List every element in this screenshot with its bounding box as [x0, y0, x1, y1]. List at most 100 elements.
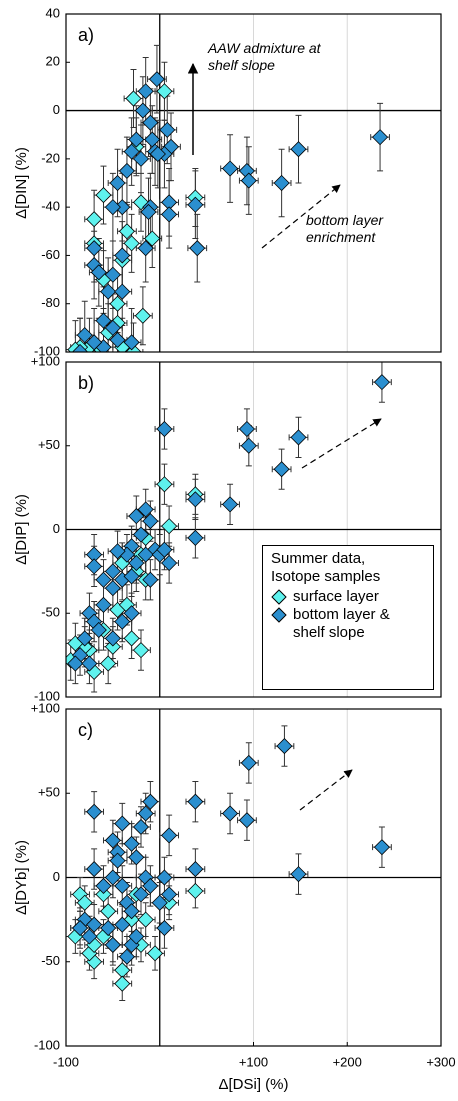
data-point: [146, 945, 164, 962]
data-point: [156, 869, 173, 886]
data-point: [221, 496, 239, 513]
data-point: [187, 491, 204, 508]
data-point: [114, 877, 131, 894]
data-point: [137, 911, 154, 928]
data-point: [128, 508, 145, 525]
data-point: [104, 563, 121, 580]
data-point: [114, 962, 131, 979]
data-point: [134, 102, 151, 119]
data-point: [240, 754, 257, 771]
y-tick-label: -100: [34, 688, 60, 703]
panel-label: b): [78, 373, 94, 393]
data-point: [104, 580, 121, 597]
legend-icon: [271, 589, 287, 605]
data-point: [86, 916, 103, 933]
data-point: [373, 374, 391, 391]
data-point: [373, 839, 391, 856]
data-point: [100, 903, 117, 920]
data-point: [187, 529, 204, 546]
data-point: [95, 571, 112, 588]
data-point: [100, 919, 117, 937]
x-tick-label: +300: [426, 1054, 455, 1069]
data-point: [81, 655, 98, 672]
data-point: [137, 83, 154, 100]
data-point: [81, 928, 98, 945]
data-point: [156, 420, 173, 438]
data-point: [128, 554, 145, 572]
legend-entry: surface layer: [271, 588, 433, 606]
data-point: [95, 312, 112, 329]
data-point: [132, 886, 150, 903]
data-point: [109, 331, 126, 348]
data-point: [144, 230, 161, 247]
y-error-bar: [77, 317, 84, 352]
data-point: [123, 605, 140, 622]
data-point: [109, 852, 126, 869]
data-point: [142, 114, 159, 131]
data-point: [132, 642, 150, 659]
data-point: [221, 805, 239, 822]
data-point: [128, 849, 145, 866]
annotation: bottom layer enrichment: [306, 212, 384, 245]
legend: Summer data, Isotope samples surface lay…: [262, 545, 434, 690]
legend-icon: [271, 607, 287, 623]
data-point: [187, 793, 204, 810]
y-tick-label: -40: [41, 199, 60, 214]
data-point: [95, 596, 112, 613]
y-tick-label: 0: [53, 521, 60, 536]
data-point: [156, 83, 173, 100]
data-point: [123, 334, 140, 351]
data-point: [156, 476, 173, 493]
y-tick-label: -100: [34, 343, 60, 358]
data-point: [104, 199, 121, 216]
data-point: [238, 812, 256, 829]
data-point: [187, 882, 204, 900]
data-point: [161, 518, 178, 535]
y-tick-label: +50: [38, 785, 60, 800]
data-point: [109, 174, 126, 192]
plot-area: [66, 362, 392, 693]
data-point: [161, 206, 178, 223]
data-point: [104, 638, 121, 655]
data-point: [132, 150, 150, 167]
data-point: [137, 240, 154, 257]
data-point: [100, 655, 117, 672]
data-point: [123, 630, 140, 647]
y-tick-label: 20: [46, 54, 60, 69]
y-tick-label: +100: [31, 700, 60, 715]
data-point: [128, 928, 145, 945]
data-point: [151, 894, 168, 911]
y-axis-title: Δ[DYb] (%): [13, 840, 30, 915]
data-point: [114, 916, 131, 933]
data-point: [132, 526, 150, 543]
legend-label: bottom layer & shelf slope: [293, 606, 390, 641]
data-point: [90, 621, 107, 639]
data-point: [273, 174, 290, 192]
data-point: [371, 129, 389, 146]
data-point: [86, 211, 103, 228]
plot-frame: [65, 708, 442, 1047]
legend-label: surface layer: [293, 588, 379, 605]
data-point: [128, 131, 145, 148]
y-tick-label: -100: [34, 1037, 60, 1052]
data-point: [123, 568, 140, 585]
data-point: [221, 160, 239, 177]
data-point: [104, 319, 121, 336]
x-tick-label: +200: [333, 1054, 362, 1069]
data-point: [104, 630, 121, 647]
data-point: [148, 71, 166, 88]
data-point: [109, 295, 126, 312]
data-point: [95, 877, 112, 894]
data-point: [71, 343, 89, 352]
plot-area: [66, 725, 392, 1002]
data-point: [290, 141, 307, 158]
panel-label: a): [78, 25, 94, 45]
data-point: [123, 903, 140, 920]
plot-frame: [65, 361, 442, 698]
data-point: [104, 869, 121, 886]
annotation: AAW admixture at shelf slope: [208, 40, 321, 73]
data-point: [104, 936, 121, 953]
y-tick-label: 0: [53, 102, 60, 117]
